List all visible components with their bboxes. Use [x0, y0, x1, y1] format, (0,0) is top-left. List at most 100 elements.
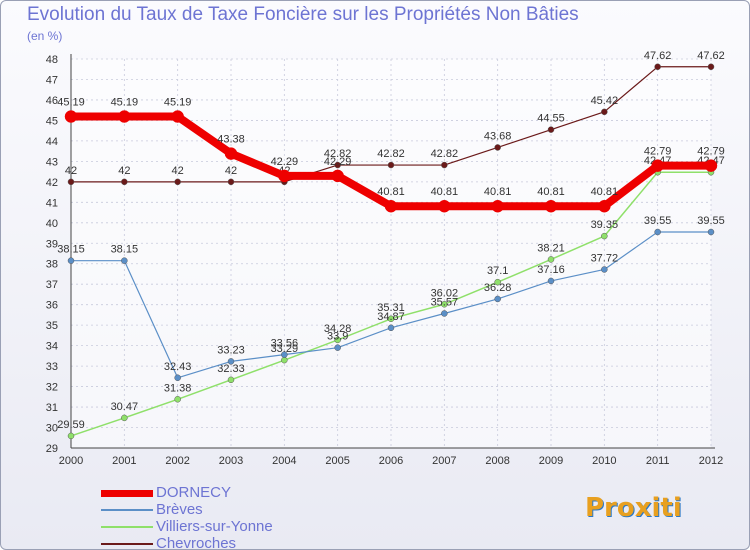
data-label: 43.68	[484, 130, 512, 142]
data-label: 30.47	[111, 401, 139, 413]
logo-text: Proxiti	[585, 493, 682, 523]
data-point	[654, 63, 661, 71]
data-label: 42.79	[644, 146, 672, 158]
data-point	[387, 315, 395, 323]
y-tick-label: 48	[46, 54, 58, 66]
legend-label: Villiers-sur-Yonne	[156, 518, 273, 535]
data-label: 40.81	[377, 186, 405, 198]
x-tick-label: 2011	[646, 455, 670, 467]
y-tick-label: 33	[46, 361, 58, 373]
x-tick-label: 2002	[165, 455, 189, 467]
y-tick-label: 36	[46, 300, 58, 312]
x-tick-label: 2012	[699, 455, 723, 467]
x-tick-label: 2005	[325, 455, 349, 467]
y-tick-label: 44	[46, 136, 58, 148]
data-label: 38.21	[537, 242, 565, 254]
x-tick-label: 2003	[219, 455, 243, 467]
x-tick-label: 2000	[59, 455, 83, 467]
data-label: 42.29	[271, 156, 299, 168]
data-label: 33.56	[271, 338, 299, 350]
data-label: 42	[225, 165, 237, 177]
data-label: 43.38	[217, 134, 245, 146]
data-point	[227, 358, 235, 365]
x-tick-label: 2006	[379, 455, 403, 467]
data-label: 37.1	[487, 265, 508, 277]
data-label: 42	[65, 165, 77, 177]
data-label: 45.42	[591, 95, 619, 107]
data-label: 32.33	[217, 363, 245, 375]
data-point	[547, 277, 555, 285]
data-point	[64, 110, 78, 123]
chart-title: Evolution du Taux de Taxe Foncière sur l…	[27, 4, 579, 25]
data-label: 42	[172, 165, 184, 177]
legend-swatch	[101, 543, 153, 545]
y-tick-label: 41	[46, 197, 58, 209]
data-point	[601, 232, 608, 240]
data-point	[547, 256, 555, 263]
data-label: 34.87	[377, 311, 405, 323]
data-point	[67, 178, 75, 186]
data-point	[224, 147, 238, 160]
data-point	[438, 199, 451, 213]
legend-swatch	[101, 526, 153, 528]
data-point	[494, 278, 501, 286]
data-label: 45.19	[111, 97, 139, 109]
data-point	[707, 228, 715, 236]
data-label: 35.57	[431, 296, 459, 308]
x-tick-label: 2008	[485, 455, 509, 467]
x-tick-label: 2004	[272, 455, 296, 467]
data-label: 40.81	[591, 186, 619, 198]
data-label: 33.9	[327, 331, 348, 343]
data-point	[547, 126, 555, 133]
data-point	[651, 159, 664, 172]
data-point	[707, 63, 715, 71]
data-label: 39.55	[644, 215, 672, 227]
data-point	[384, 199, 398, 213]
data-point	[598, 199, 611, 213]
data-label: 42	[118, 165, 130, 177]
x-tick-label: 2001	[112, 455, 136, 467]
data-point	[121, 178, 128, 186]
y-tick-label: 38	[46, 259, 58, 271]
data-label: 47.62	[644, 50, 672, 62]
data-label: 36.28	[484, 282, 512, 294]
data-point	[174, 178, 181, 186]
y-tick-label: 31	[46, 402, 58, 414]
data-label: 42.82	[324, 148, 352, 160]
data-label: 37.16	[537, 264, 565, 276]
y-tick-label: 34	[46, 341, 58, 353]
data-point	[441, 161, 448, 169]
data-point	[227, 376, 235, 384]
data-point	[334, 161, 341, 169]
data-label: 29.59	[57, 419, 85, 431]
data-point	[654, 228, 661, 236]
y-tick-label: 35	[46, 320, 58, 332]
plot-area	[71, 59, 711, 448]
y-tick-label: 29	[46, 443, 58, 455]
legend-swatch	[101, 489, 153, 497]
data-point	[334, 336, 341, 344]
data-point	[494, 295, 501, 303]
data-point	[601, 108, 608, 116]
data-label: 40.81	[537, 186, 565, 198]
data-point	[121, 257, 128, 264]
y-tick-label: 32	[46, 382, 58, 394]
legend-swatch	[101, 509, 153, 511]
data-point	[441, 310, 448, 317]
data-point	[334, 344, 341, 351]
data-point	[67, 257, 75, 264]
data-point	[121, 414, 128, 422]
chart-subtitle: (en %)	[27, 29, 63, 43]
y-tick-label: 45	[46, 115, 58, 127]
data-point	[491, 199, 504, 213]
data-label: 47.62	[697, 50, 725, 62]
y-tick-label: 39	[46, 238, 58, 250]
data-label: 38.15	[57, 244, 85, 256]
data-label: 39.55	[697, 215, 725, 227]
data-point	[118, 110, 131, 123]
data-point	[174, 374, 181, 382]
data-label: 40.81	[484, 186, 512, 198]
data-label: 42.79	[697, 146, 725, 158]
legend-label: Brèves	[156, 501, 203, 518]
